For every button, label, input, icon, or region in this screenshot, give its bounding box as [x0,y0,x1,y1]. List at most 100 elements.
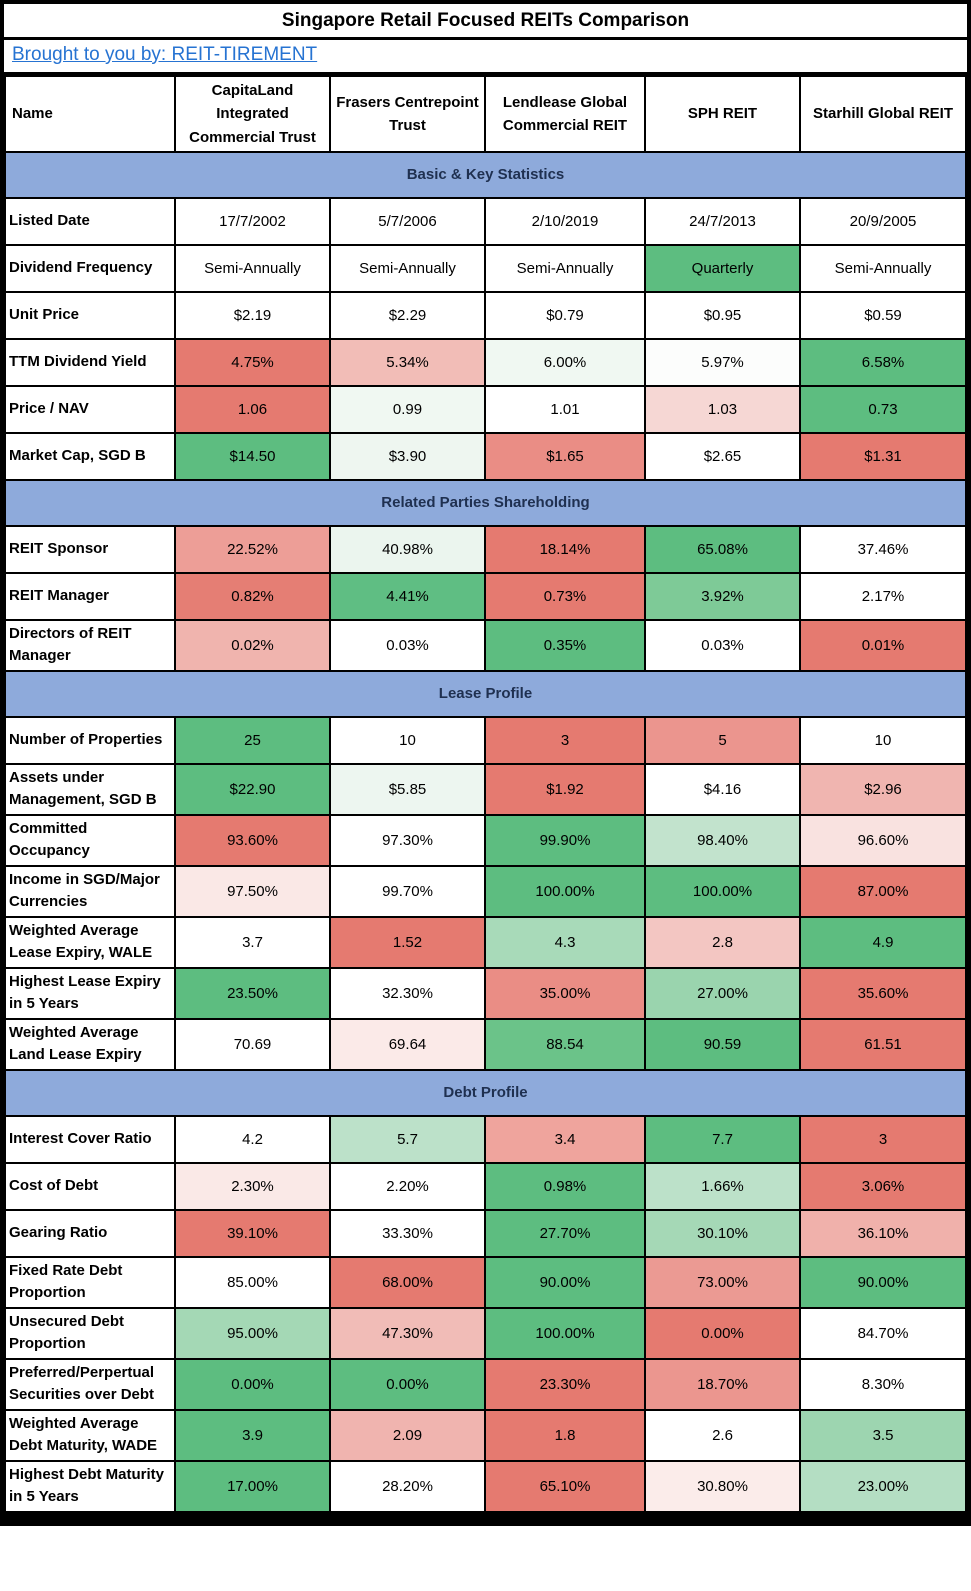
page-title: Singapore Retail Focused REITs Compariso… [4,4,967,40]
value-cell: 6.58% [799,337,967,387]
row-label: Gearing Ratio [4,1208,176,1258]
value-cell: 17.00% [174,1459,331,1513]
value-cell: 0.01% [799,618,967,672]
value-cell: 100.00% [484,864,646,918]
section-banner: Lease Profile [4,669,967,718]
value-cell: $2.65 [644,431,801,481]
value-cell: $3.90 [329,431,486,481]
table-row: Listed Date 17/7/2002 5/7/2006 2/10/2019 24/… [4,196,967,246]
row-label: Unit Price [4,290,176,340]
row-label: Unsecured Debt Proportion [4,1306,176,1360]
value-cell: 24/7/2013 [644,196,801,246]
reit-column-header: Lendlease Global Commercial REIT [484,75,646,153]
table-row: Fixed Rate Debt Proportion 85.00% 68.00% 90… [4,1255,967,1309]
value-cell: 87.00% [799,864,967,918]
row-label: Interest Cover Ratio [4,1114,176,1164]
table-row: Weighted Average Land Lease Expiry 70.69 6… [4,1017,967,1071]
value-cell: 0.00% [174,1357,331,1411]
value-cell: 10 [799,715,967,765]
table-row: REIT Manager 0.82% 4.41% 0.73% 3.92% 2.17% [4,571,967,621]
value-cell: 99.90% [484,813,646,867]
table-row: Directors of REIT Manager 0.02% 0.03% 0.35%… [4,618,967,672]
value-cell: 20/9/2005 [799,196,967,246]
value-cell: 0.73% [484,571,646,621]
reit-comparison-sheet: Singapore Retail Focused REITs Compariso… [0,0,971,1526]
value-cell: 6.00% [484,337,646,387]
value-cell: $0.79 [484,290,646,340]
value-cell: 1.8 [484,1408,646,1462]
value-cell: 3.92% [644,571,801,621]
value-cell: 22.52% [174,524,331,574]
value-cell: 90.00% [799,1255,967,1309]
value-cell: 0.73 [799,384,967,434]
value-cell: 88.54 [484,1017,646,1071]
value-cell: 18.70% [644,1357,801,1411]
row-label: Directors of REIT Manager [4,618,176,672]
section-banner-row: Debt Profile [4,1068,967,1117]
value-cell: 73.00% [644,1255,801,1309]
value-cell: 23.50% [174,966,331,1020]
value-cell: 95.00% [174,1306,331,1360]
value-cell: 90.00% [484,1255,646,1309]
value-cell: $1.92 [484,762,646,816]
row-label: Highest Debt Maturity in 5 Years [4,1459,176,1513]
value-cell: 93.60% [174,813,331,867]
value-cell: 0.99 [329,384,486,434]
value-cell: $2.96 [799,762,967,816]
value-cell: 25 [174,715,331,765]
value-cell: $2.29 [329,290,486,340]
row-label: Weighted Average Debt Maturity, WADE [4,1408,176,1462]
row-label: Market Cap, SGD B [4,431,176,481]
row-label: Cost of Debt [4,1161,176,1211]
reit-tirement-link[interactable]: Brought to you by: REIT-TIREMENT [12,44,318,65]
value-cell: 40.98% [329,524,486,574]
value-cell: 7.7 [644,1114,801,1164]
value-cell: 4.41% [329,571,486,621]
value-cell: Semi-Annually [174,243,331,293]
value-cell: 0.00% [644,1306,801,1360]
value-cell: 1.52 [329,915,486,969]
value-cell: 0.00% [329,1357,486,1411]
value-cell: $4.16 [644,762,801,816]
value-cell: 61.51 [799,1017,967,1071]
section-banner-row: Lease Profile [4,669,967,718]
value-cell: 2.30% [174,1161,331,1211]
table-header: Name CapitaLand Integrated Commercial Tru… [4,75,967,153]
value-cell: 30.10% [644,1208,801,1258]
table-row: Weighted Average Lease Expiry, WALE 3.7 1.… [4,915,967,969]
table-row: Highest Lease Expiry in 5 Years 23.50% 32.… [4,966,967,1020]
value-cell: 3.9 [174,1408,331,1462]
value-cell: $0.59 [799,290,967,340]
value-cell: 0.98% [484,1161,646,1211]
table-body: Basic & Key Statistics Listed Date 17/7/20… [4,150,967,1513]
value-cell: 68.00% [329,1255,486,1309]
value-cell: Semi-Annually [799,243,967,293]
value-cell: 90.59 [644,1017,801,1071]
value-cell: $22.90 [174,762,331,816]
value-cell: 85.00% [174,1255,331,1309]
value-cell: 0.82% [174,571,331,621]
table-row: Cost of Debt 2.30% 2.20% 0.98% 1.66% 3.06% [4,1161,967,1211]
value-cell: 1.06 [174,384,331,434]
value-cell: 8.30% [799,1357,967,1411]
byline-row: Brought to you by: REIT-TIREMENT [4,40,967,75]
value-cell: $2.19 [174,290,331,340]
row-label: Fixed Rate Debt Proportion [4,1255,176,1309]
value-cell: 2/10/2019 [484,196,646,246]
value-cell: 2.6 [644,1408,801,1462]
table-row: Interest Cover Ratio 4.2 5.7 3.4 7.7 3 [4,1114,967,1164]
value-cell: 3.7 [174,915,331,969]
row-label: REIT Manager [4,571,176,621]
row-label: Dividend Frequency [4,243,176,293]
value-cell: 36.10% [799,1208,967,1258]
value-cell: 100.00% [484,1306,646,1360]
value-cell: 27.00% [644,966,801,1020]
value-cell: 18.14% [484,524,646,574]
table-row: Committed Occupancy 93.60% 97.30% 99.90% 98.… [4,813,967,867]
reit-column-header: SPH REIT [644,75,801,153]
value-cell: 0.35% [484,618,646,672]
table-row: Highest Debt Maturity in 5 Years 17.00% 28… [4,1459,967,1513]
value-cell: 10 [329,715,486,765]
value-cell: 3.4 [484,1114,646,1164]
row-label: TTM Dividend Yield [4,337,176,387]
